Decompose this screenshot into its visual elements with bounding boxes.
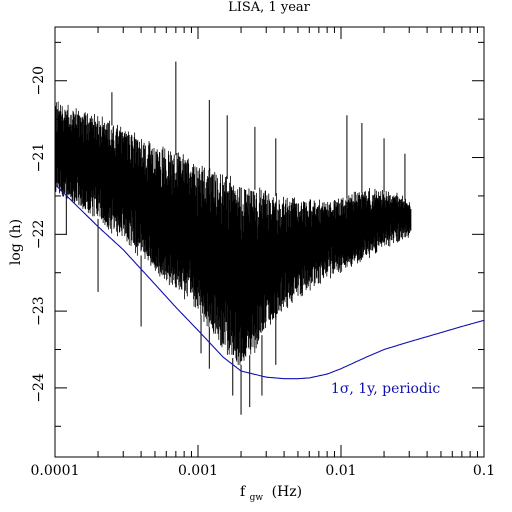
y-tick-label: −20 [31,66,47,96]
y-tick-label: −22 [31,220,47,250]
y-tick-label: −23 [31,296,47,326]
y-tick-label: −24 [31,373,47,403]
x-tick-label: 0.0001 [31,463,80,479]
x-axis-label-main: f [240,484,247,500]
y-tick-label: −21 [31,143,47,173]
axis-ticks [54,27,485,457]
x-tick-label: 0.001 [178,463,218,479]
sensitivity-curve [54,184,485,380]
x-axis-label-subscript: gw [250,493,264,503]
chart-title: LISA, 1 year [228,0,311,15]
plot-frame [54,26,485,458]
noise-band-series [54,61,412,415]
x-tick-label: 0.1 [473,463,495,479]
curve-annotation: 1σ, 1y, periodic [331,381,441,397]
plot-area [54,61,485,415]
x-tick-label: 0.01 [325,463,356,479]
tick-labels: 0.0001 0.001 0.01 0.1 −20 −21 −22 −23 −24 [31,66,496,479]
sensitivity-curve-series [54,184,485,380]
y-axis-label: log (h) [8,219,24,265]
x-axis-label-unit: (Hz) [272,484,303,500]
x-axis-label: f gw (Hz) [240,484,302,504]
